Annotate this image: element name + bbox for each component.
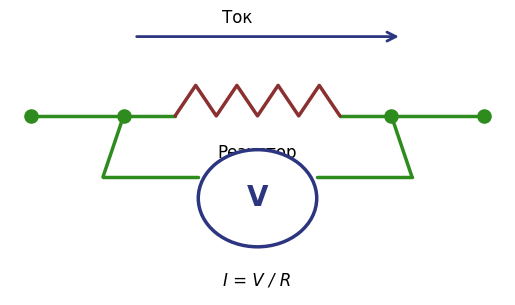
Ellipse shape <box>198 150 317 247</box>
Text: I = V / R: I = V / R <box>224 271 291 290</box>
Point <box>387 113 396 118</box>
Point <box>27 113 35 118</box>
Point <box>480 113 488 118</box>
Text: Резистор: Резистор <box>218 143 297 162</box>
Point <box>119 113 128 118</box>
Text: V: V <box>247 184 268 212</box>
Text: Ток: Ток <box>222 9 252 27</box>
